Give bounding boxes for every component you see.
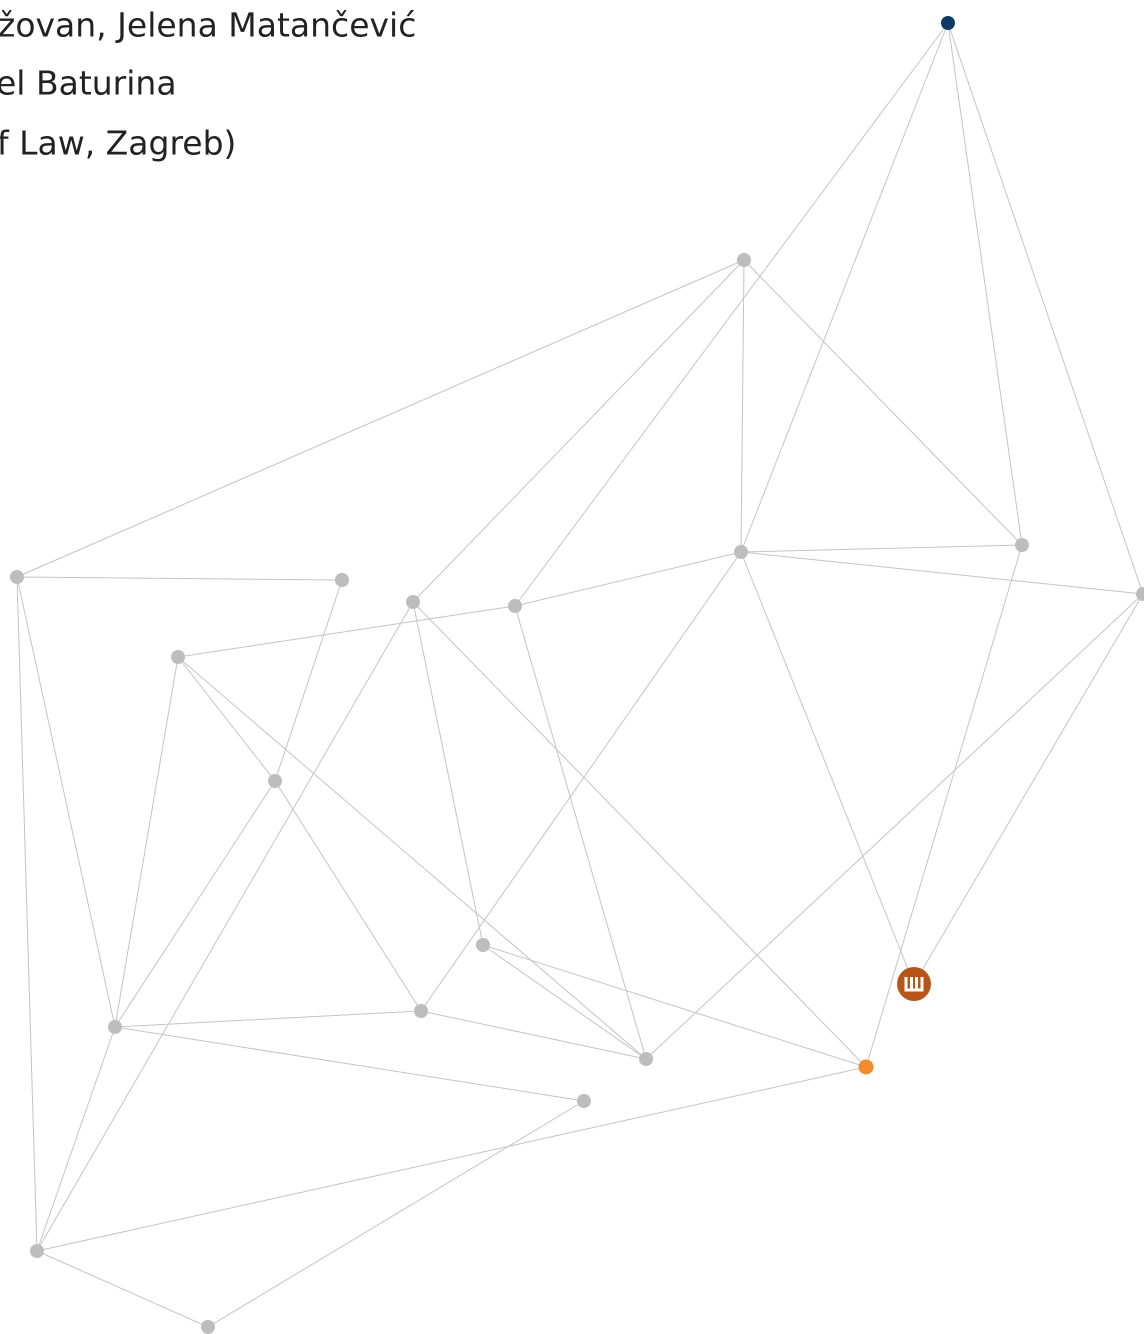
node-highlight [858,1059,874,1075]
node [406,595,420,609]
edge [947,22,1023,546]
edge [420,551,742,1012]
node [30,1244,44,1258]
node [734,545,748,559]
edge [412,601,484,946]
node [201,1320,215,1334]
node [737,253,751,267]
edge [740,551,1144,595]
header-line: el Baturina [0,64,177,103]
edge [740,551,915,985]
edge [913,593,1144,985]
edge [177,656,647,1060]
nodes [10,16,1144,1334]
edge [482,944,867,1068]
edge [177,605,516,658]
edge [740,259,745,553]
node [171,650,185,664]
node [268,774,282,788]
edge [36,1250,209,1328]
edge [412,601,867,1068]
node-icon [897,967,931,1001]
edge [420,1010,647,1060]
header-line: žovan, Jelena Matančević [0,6,416,45]
node [108,1020,122,1034]
edge [114,780,276,1028]
node-icon-glyph [904,977,924,992]
node [1136,587,1144,601]
edge [514,605,647,1060]
edge [274,780,422,1012]
edge [16,576,38,1252]
edge [743,259,1023,546]
node [639,1052,653,1066]
edge [16,576,116,1028]
edge [207,1100,585,1328]
edge [177,656,276,782]
edge [514,22,949,607]
node [10,570,24,584]
edge [412,259,745,603]
edge [740,544,1023,553]
edge [36,1026,116,1252]
edge [114,656,179,1028]
node [508,599,522,613]
edge [740,22,949,553]
header-line: f Law, Zagreb) [0,124,236,163]
edge [114,1026,585,1102]
node-highlight [941,16,955,30]
edge [114,1010,422,1028]
edge [482,944,647,1060]
edges [16,22,1144,1328]
edge [274,579,343,782]
node [1015,538,1029,552]
edge [865,544,1023,1068]
node [414,1004,428,1018]
edge [16,576,343,581]
edge [36,601,414,1252]
edge [36,1066,867,1252]
node [335,573,349,587]
edge [947,22,1144,595]
edge [16,259,745,578]
node [577,1094,591,1108]
edge [514,551,742,607]
edge [645,593,1144,1060]
node [476,938,490,952]
